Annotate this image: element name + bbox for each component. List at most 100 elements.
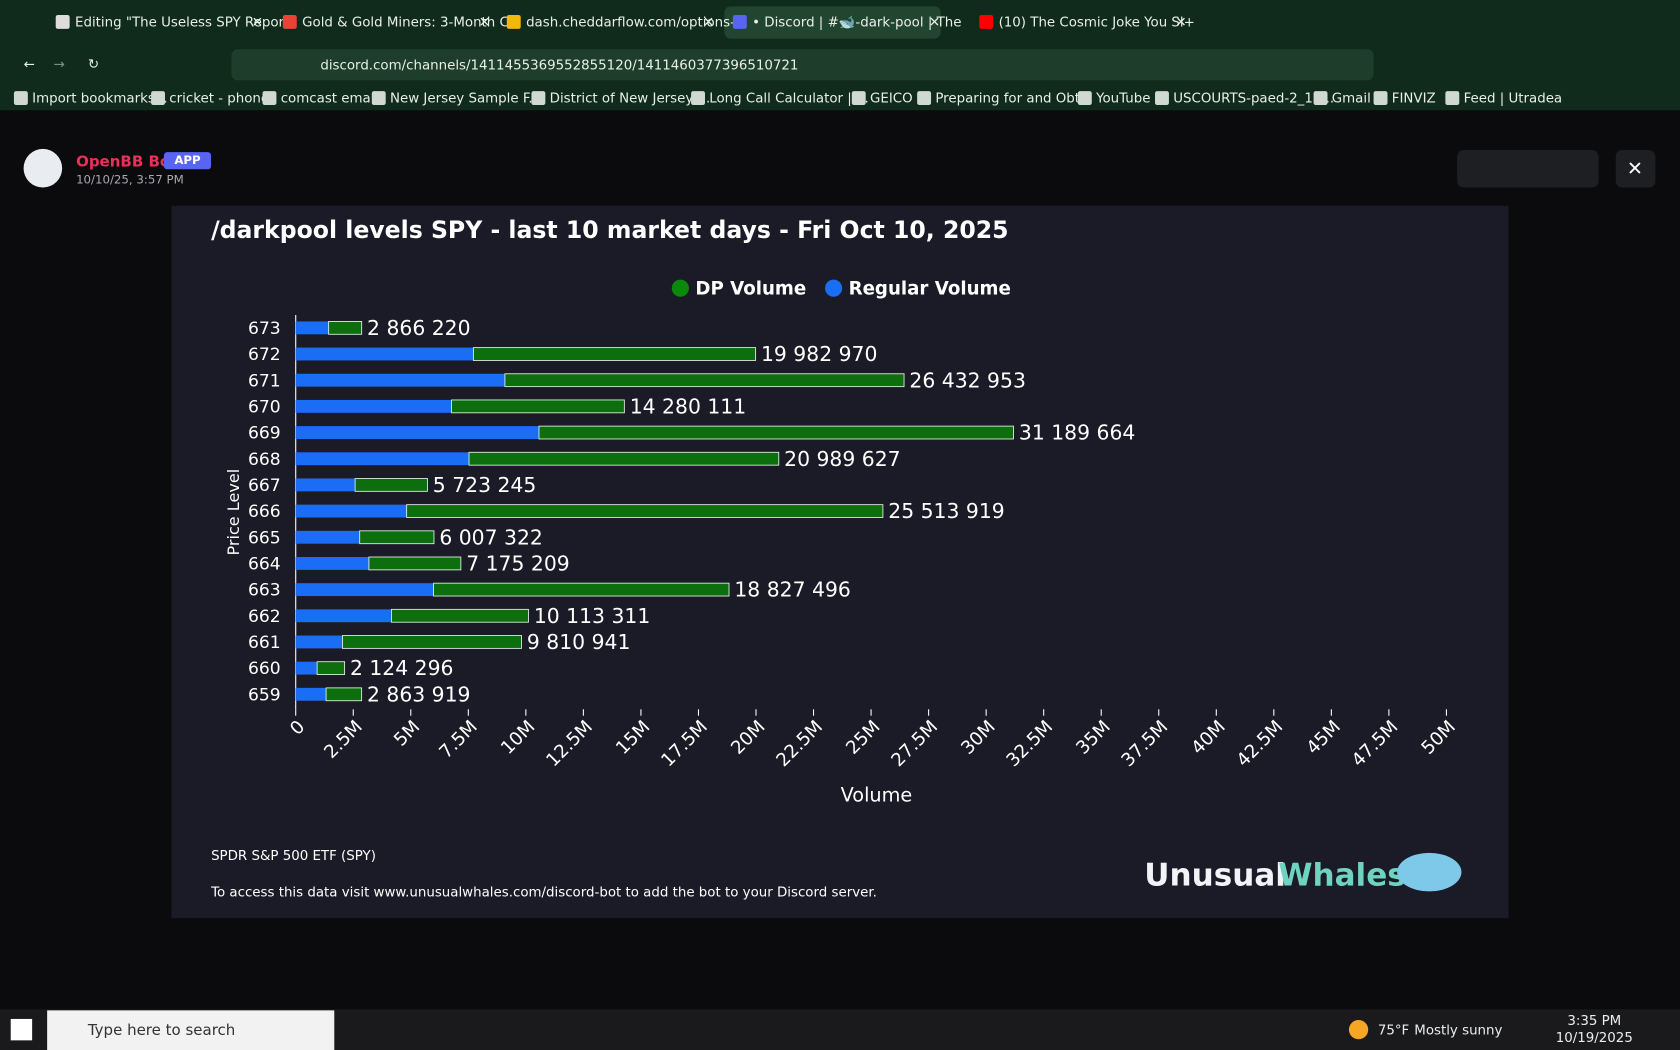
bar-segment bbox=[295, 452, 470, 466]
url-text: discord.com/channels/1411455369552855120… bbox=[320, 58, 798, 73]
bookmark-icon bbox=[1313, 91, 1328, 105]
bookmark-icon bbox=[691, 91, 705, 105]
bookmark[interactable]: Import bookmarks... bbox=[32, 92, 167, 107]
bookmark[interactable]: New Jersey Sample F... bbox=[390, 92, 541, 107]
temperature: 75°F bbox=[1378, 1024, 1409, 1039]
y-axis-label: Price Level bbox=[224, 469, 243, 556]
tab-close: ✕ bbox=[929, 16, 940, 31]
source: SPDR S&P 500 ETF (SPY) bbox=[211, 849, 376, 864]
avatar bbox=[23, 148, 63, 188]
tab-icon bbox=[282, 15, 297, 29]
clock-time: 3:35 PM bbox=[1567, 1014, 1621, 1029]
bookmark[interactable]: GEICO bbox=[870, 92, 913, 107]
clock-date: 10/19/2025 bbox=[1556, 1031, 1633, 1046]
bar-segment bbox=[368, 556, 462, 571]
brand-first: Unusual bbox=[1144, 857, 1286, 893]
total-label: 31 189 664 bbox=[1019, 421, 1135, 445]
bar-segment bbox=[295, 687, 327, 701]
total-label: 25 513 919 bbox=[888, 499, 1004, 523]
bar-segment bbox=[295, 321, 329, 335]
back-button[interactable]: ← bbox=[24, 57, 35, 72]
bookmark-icon bbox=[851, 91, 866, 105]
legend-swatch bbox=[671, 279, 689, 297]
total-label: 5 723 245 bbox=[433, 473, 537, 497]
bar-segment bbox=[295, 347, 474, 361]
app-badge-text: APP bbox=[174, 153, 201, 167]
y-tick-label: 664 bbox=[248, 555, 281, 575]
bookmark[interactable]: Feed | Utradea bbox=[1464, 92, 1563, 107]
bookmark-icon bbox=[262, 91, 277, 105]
close-button[interactable] bbox=[1615, 150, 1656, 188]
bookmarks-bar: Import bookmarks... cricket - phone comcas… bbox=[13, 91, 1563, 107]
tab-title[interactable]: Gold & Gold Miners: 3-Month C bbox=[302, 16, 509, 31]
search-box[interactable] bbox=[47, 1010, 335, 1050]
bar-segment bbox=[359, 530, 435, 545]
bookmark[interactable]: Preparing for and Obt... bbox=[935, 92, 1092, 107]
total-label: 18 827 496 bbox=[734, 578, 850, 602]
bookmark[interactable]: YouTube bbox=[1095, 92, 1150, 107]
bar-segment bbox=[295, 609, 392, 623]
tab-close: ✕ bbox=[479, 16, 490, 31]
y-tick-label: 668 bbox=[248, 450, 281, 470]
bar-segment bbox=[538, 425, 1014, 440]
app-badge bbox=[163, 152, 212, 170]
bookmark[interactable]: District of New Jersey ... bbox=[550, 92, 711, 107]
bookmark[interactable]: comcast email bbox=[281, 92, 378, 107]
total-label: 14 280 111 bbox=[630, 394, 746, 418]
legend-label: DP Volume bbox=[695, 278, 806, 299]
weather-text: Mostly sunny bbox=[1414, 1024, 1502, 1039]
active-tab[interactable] bbox=[724, 6, 941, 39]
bookmark[interactable]: USCOURTS-paed-2_12... bbox=[1173, 92, 1334, 107]
y-tick-label: 661 bbox=[248, 633, 281, 653]
total-label: 9 810 941 bbox=[527, 630, 631, 654]
bar-segment bbox=[295, 426, 539, 439]
total-label: 20 989 627 bbox=[784, 447, 900, 471]
tab-title[interactable]: (10) The Cosmic Joke You Sl bbox=[999, 16, 1184, 31]
y-tick-label: 673 bbox=[248, 319, 281, 339]
bar-segment bbox=[472, 347, 757, 361]
new-tab[interactable]: + bbox=[1184, 16, 1195, 31]
bookmark[interactable]: FINVIZ bbox=[1392, 92, 1436, 107]
tab-title[interactable]: Editing "The Useless SPY Report bbox=[75, 16, 289, 31]
plot: 0 2.5M 5M 7.5M 10M 12.5M 15M 17.5M 20M 22.5M 25M 27… bbox=[248, 278, 1460, 771]
weather-icon bbox=[1348, 1020, 1369, 1040]
tab-title[interactable]: • Discord | #🐋-dark-pool | The bbox=[752, 15, 961, 31]
bookmark[interactable]: Long Call Calculator | ... bbox=[709, 92, 869, 107]
url-bar[interactable] bbox=[231, 49, 1374, 81]
bookmark-icon bbox=[1077, 91, 1092, 105]
bar-segment bbox=[342, 635, 522, 649]
chart-title: /darkpool levels SPY - last 10 market da… bbox=[211, 216, 1008, 244]
total-label: 26 432 953 bbox=[909, 368, 1025, 392]
bar-segment bbox=[295, 583, 434, 597]
forward-button[interactable]: → bbox=[54, 57, 65, 72]
x-axis-label: Volume bbox=[841, 784, 913, 807]
tab-icon bbox=[55, 15, 70, 29]
total-label: 10 113 311 bbox=[534, 604, 650, 628]
start-button[interactable] bbox=[10, 1018, 33, 1041]
bar-segment bbox=[295, 504, 407, 518]
tab-title[interactable]: dash.cheddarflow.com/options- bbox=[526, 16, 735, 31]
tab-close: ✕ bbox=[1175, 16, 1186, 31]
timestamp: 10/10/25, 3:57 PM bbox=[76, 173, 184, 187]
close-icon: ✕ bbox=[1627, 157, 1643, 180]
bookmark-icon bbox=[13, 91, 28, 105]
tab-strip: Editing "The Useless SPY Report✕ Gold & G… bbox=[55, 15, 1187, 31]
footnote: To access this data visit www.unusualwha… bbox=[210, 886, 877, 901]
y-tick-label: 659 bbox=[248, 685, 281, 705]
reload-button[interactable]: ↻ bbox=[88, 57, 99, 72]
legend-swatch bbox=[825, 279, 843, 297]
bookmark-icon bbox=[151, 91, 165, 105]
tab-icon bbox=[979, 15, 994, 29]
bookmark-icon bbox=[371, 91, 386, 105]
legend-label: Regular Volume bbox=[849, 278, 1011, 299]
tab-close: ✕ bbox=[252, 16, 263, 31]
bar-segment bbox=[328, 321, 363, 335]
y-tick-label: 667 bbox=[248, 476, 281, 496]
bookmark[interactable]: Gmail bbox=[1332, 92, 1371, 107]
total-label: 2 863 919 bbox=[367, 682, 471, 706]
image-toolbar bbox=[1457, 150, 1599, 188]
bookmark[interactable]: cricket - phone bbox=[169, 92, 269, 107]
y-tick-label: 670 bbox=[248, 397, 281, 417]
bookmark-icon bbox=[531, 91, 546, 105]
